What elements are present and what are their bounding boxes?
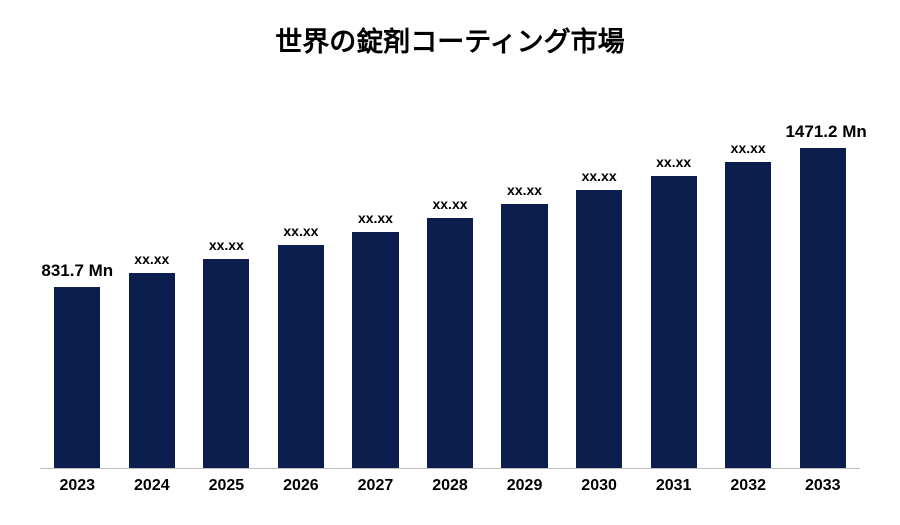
bar-slot: xx.xx <box>264 69 339 468</box>
bar <box>203 259 249 468</box>
x-axis-tick: 2033 <box>785 477 860 495</box>
x-axis-tick: 2024 <box>115 477 190 495</box>
bar <box>576 190 622 468</box>
bar-chart: 世界の錠剤コーティング市場 831.7 Mnxx.xxxx.xxxx.xxxx.… <box>0 0 900 525</box>
bar <box>651 176 697 468</box>
bar-value-label: 1471.2 Mn <box>785 122 860 142</box>
bar-value-label: xx.xx <box>189 237 264 253</box>
x-axis-tick: 2028 <box>413 477 488 495</box>
bar <box>278 245 324 468</box>
bar-value-label: 831.7 Mn <box>40 261 115 281</box>
bar-value-label: xx.xx <box>264 223 339 239</box>
bar-slot: xx.xx <box>189 69 264 468</box>
x-axis-tick: 2025 <box>189 477 264 495</box>
bar-slot: 831.7 Mn <box>40 69 115 468</box>
bar <box>427 218 473 468</box>
chart-title: 世界の錠剤コーティング市場 <box>40 20 860 59</box>
bar <box>501 204 547 468</box>
plot-area: 831.7 Mnxx.xxxx.xxxx.xxxx.xxxx.xxxx.xxxx… <box>40 69 860 469</box>
x-axis-tick: 2030 <box>562 477 637 495</box>
bar <box>54 287 100 468</box>
bar-value-label: xx.xx <box>413 196 488 212</box>
x-axis-tick: 2027 <box>338 477 413 495</box>
x-axis: 2023202420252026202720282029203020312032… <box>40 477 860 495</box>
x-axis-tick: 2023 <box>40 477 115 495</box>
x-axis-tick: 2026 <box>264 477 339 495</box>
bar-value-label: xx.xx <box>711 140 786 156</box>
bar-value-label: xx.xx <box>636 154 711 170</box>
bar <box>800 148 846 468</box>
bar-slot: xx.xx <box>636 69 711 468</box>
x-axis-tick: 2031 <box>636 477 711 495</box>
bar-slot: 1471.2 Mn <box>785 69 860 468</box>
bar-value-label: xx.xx <box>562 168 637 184</box>
bar-slot: xx.xx <box>487 69 562 468</box>
bar-slot: xx.xx <box>115 69 190 468</box>
bar-slot: xx.xx <box>562 69 637 468</box>
bar-value-label: xx.xx <box>115 251 190 267</box>
x-axis-tick: 2029 <box>487 477 562 495</box>
bar <box>725 162 771 468</box>
bar-slot: xx.xx <box>711 69 786 468</box>
bar-value-label: xx.xx <box>338 210 413 226</box>
bars-group: 831.7 Mnxx.xxxx.xxxx.xxxx.xxxx.xxxx.xxxx… <box>40 69 860 468</box>
bar-slot: xx.xx <box>413 69 488 468</box>
bar-slot: xx.xx <box>338 69 413 468</box>
bar <box>129 273 175 468</box>
bar-value-label: xx.xx <box>487 182 562 198</box>
bar <box>352 232 398 468</box>
x-axis-tick: 2032 <box>711 477 786 495</box>
